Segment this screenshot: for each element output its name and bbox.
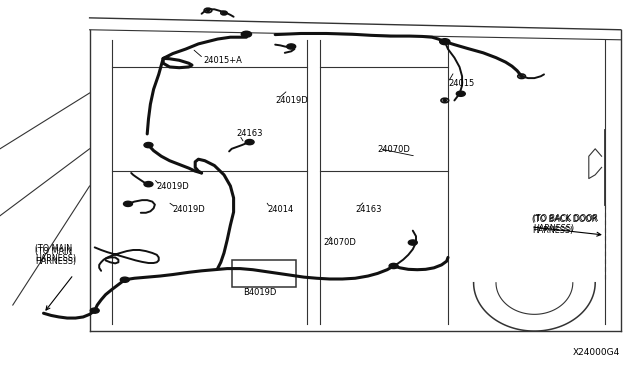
Circle shape (124, 201, 132, 206)
Circle shape (90, 308, 99, 313)
Text: (TO MAIN
HARNESS): (TO MAIN HARNESS) (35, 247, 76, 266)
Text: 24163: 24163 (237, 129, 263, 138)
Circle shape (520, 75, 524, 77)
Text: 24015+A: 24015+A (204, 56, 243, 65)
Circle shape (144, 182, 153, 187)
Text: 24015: 24015 (448, 79, 474, 88)
Text: X24000G4: X24000G4 (572, 348, 620, 357)
Circle shape (120, 277, 129, 282)
Text: B4019D: B4019D (243, 288, 276, 296)
Text: 24070D: 24070D (378, 145, 410, 154)
Text: 24163: 24163 (355, 205, 381, 214)
Circle shape (206, 9, 210, 12)
Circle shape (443, 99, 447, 102)
Text: (TO BACK DOOR
HARNESS): (TO BACK DOOR HARNESS) (532, 215, 598, 235)
Circle shape (408, 240, 417, 245)
Circle shape (245, 140, 254, 145)
Text: 24019D: 24019D (275, 96, 308, 105)
Circle shape (223, 12, 225, 14)
Circle shape (389, 263, 398, 269)
Circle shape (456, 91, 465, 96)
Text: 24070D: 24070D (323, 238, 356, 247)
Text: 24019D: 24019D (157, 182, 189, 191)
Text: (TO MAIN
HARNESS): (TO MAIN HARNESS) (35, 244, 76, 263)
Text: 24019D: 24019D (173, 205, 205, 214)
Circle shape (287, 44, 296, 49)
Text: (TO BACK DOOR
HARNESS): (TO BACK DOOR HARNESS) (533, 214, 598, 233)
Circle shape (241, 31, 252, 37)
Circle shape (440, 39, 450, 45)
Circle shape (144, 142, 153, 148)
Text: 24014: 24014 (268, 205, 294, 214)
